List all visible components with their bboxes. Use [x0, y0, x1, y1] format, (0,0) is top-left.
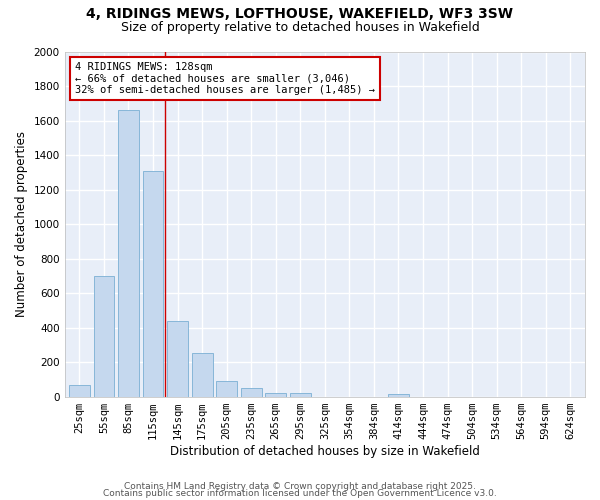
Bar: [241, 388, 262, 396]
Bar: [290, 393, 311, 396]
Bar: [118, 110, 139, 397]
Text: Size of property relative to detached houses in Wakefield: Size of property relative to detached ho…: [121, 21, 479, 34]
Bar: [216, 381, 237, 396]
Bar: [94, 276, 115, 396]
Text: 4 RIDINGS MEWS: 128sqm
← 66% of detached houses are smaller (3,046)
32% of semi-: 4 RIDINGS MEWS: 128sqm ← 66% of detached…: [75, 62, 375, 95]
Text: 4, RIDINGS MEWS, LOFTHOUSE, WAKEFIELD, WF3 3SW: 4, RIDINGS MEWS, LOFTHOUSE, WAKEFIELD, W…: [86, 8, 514, 22]
Y-axis label: Number of detached properties: Number of detached properties: [15, 131, 28, 317]
Bar: [265, 393, 286, 396]
Bar: [191, 352, 212, 397]
X-axis label: Distribution of detached houses by size in Wakefield: Distribution of detached houses by size …: [170, 444, 480, 458]
Bar: [388, 394, 409, 396]
Text: Contains HM Land Registry data © Crown copyright and database right 2025.: Contains HM Land Registry data © Crown c…: [124, 482, 476, 491]
Bar: [69, 386, 90, 396]
Bar: [143, 170, 163, 396]
Text: Contains public sector information licensed under the Open Government Licence v3: Contains public sector information licen…: [103, 490, 497, 498]
Bar: [167, 320, 188, 396]
